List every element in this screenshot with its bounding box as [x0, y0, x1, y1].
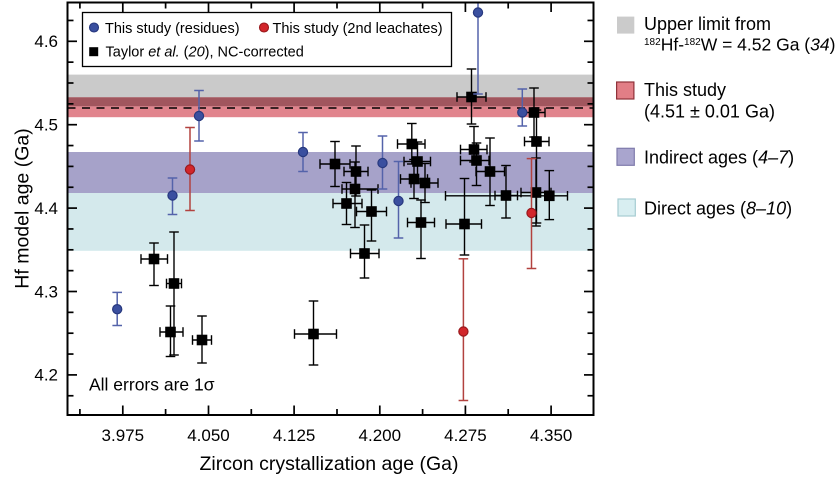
svg-text:4.4: 4.4: [34, 199, 58, 218]
svg-text:This study: This study: [644, 80, 726, 100]
svg-text:4.5: 4.5: [34, 116, 58, 135]
svg-text:4.2: 4.2: [34, 366, 58, 385]
svg-text:4.3: 4.3: [34, 282, 58, 301]
svg-text:Zircon crystallization age (Ga: Zircon crystallization age (Ga): [199, 453, 458, 475]
svg-text:Indirect ages (4–7): Indirect ages (4–7): [644, 148, 794, 168]
svg-text:This study (2nd leachates): This study (2nd leachates): [273, 21, 443, 37]
svg-text:182Hf-182W = 4.52 Ga (34): 182Hf-182W = 4.52 Ga (34): [644, 35, 835, 55]
svg-text:4.050: 4.050: [187, 426, 230, 445]
svg-text:Taylor et al. (20), NC-correct: Taylor et al. (20), NC-corrected: [106, 45, 304, 61]
svg-text:Hf model age (Ga): Hf model age (Ga): [12, 128, 34, 288]
svg-text:4.6: 4.6: [34, 32, 58, 51]
svg-text:3.975: 3.975: [102, 426, 145, 445]
svg-text:4.125: 4.125: [273, 426, 316, 445]
svg-text:This study (residues): This study (residues): [105, 21, 240, 37]
svg-text:4.275: 4.275: [444, 426, 487, 445]
svg-text:4.200: 4.200: [359, 426, 402, 445]
svg-text:Direct ages (8–10): Direct ages (8–10): [644, 199, 792, 219]
svg-text:(4.51 ± 0.01 Ga): (4.51 ± 0.01 Ga): [644, 102, 775, 122]
svg-text:Upper limit from: Upper limit from: [644, 14, 771, 34]
svg-text:All errors are 1σ: All errors are 1σ: [89, 375, 215, 395]
svg-text:4.350: 4.350: [530, 426, 573, 445]
